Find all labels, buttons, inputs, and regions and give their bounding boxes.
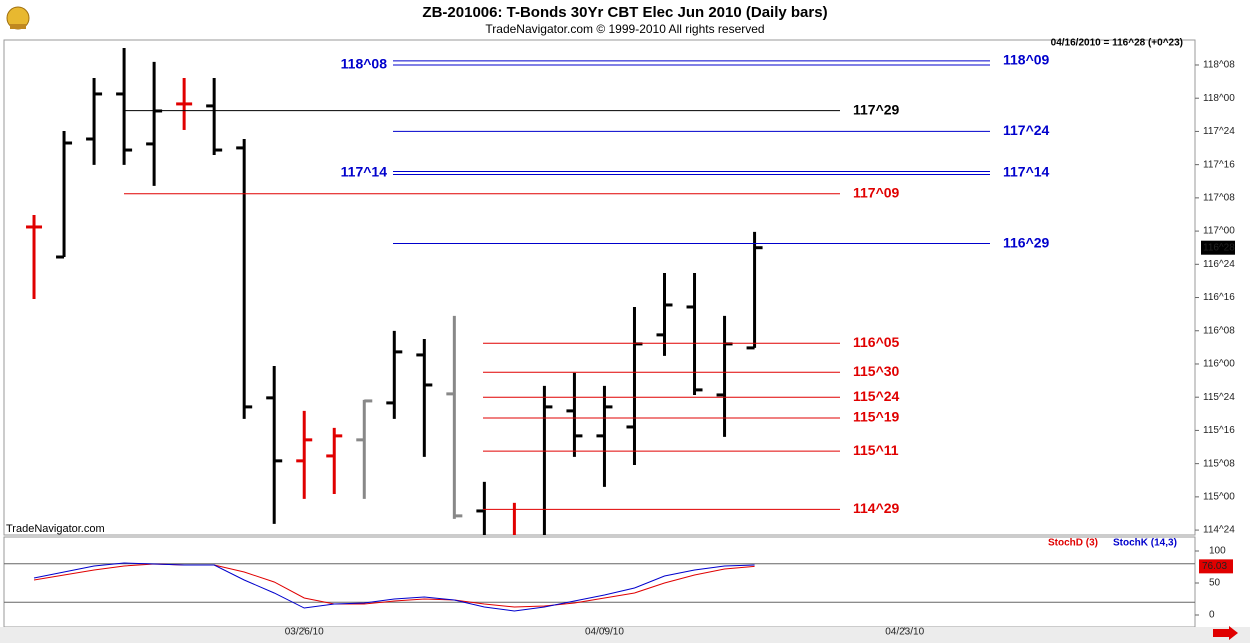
y-tick-label: 116^24 xyxy=(1203,259,1235,270)
level-label: 118^08 xyxy=(341,56,388,72)
chart-subtitle: TradeNavigator.com © 1999-2010 All right… xyxy=(485,22,764,36)
legend-label: StochK (14,3) xyxy=(1113,538,1177,549)
y-tick-label: 116^08 xyxy=(1203,325,1235,336)
logo xyxy=(6,6,30,30)
stoch-line xyxy=(33,562,755,612)
y-tick-label: 117^24 xyxy=(1203,126,1235,137)
level-label: 115^30 xyxy=(853,363,900,379)
last-price-label: 116^28 xyxy=(1203,242,1235,253)
x-tick-label: 04/23/10 xyxy=(885,627,924,638)
y-tick-label: 115^24 xyxy=(1203,392,1235,403)
stoch-plot xyxy=(4,562,1195,612)
level-label: 117^14 xyxy=(1003,164,1050,180)
chart-title: ZB-201006: T-Bonds 30Yr CBT Elec Jun 201… xyxy=(422,4,827,21)
date-axis xyxy=(0,627,1250,643)
level-label: 118^09 xyxy=(1003,52,1050,68)
level-label: 116^05 xyxy=(853,334,900,350)
level-label: 116^29 xyxy=(1003,234,1050,250)
level-label: 117^14 xyxy=(341,164,388,180)
last-price-box xyxy=(1201,240,1235,255)
y-tick-label: 0 xyxy=(1209,610,1215,621)
y-tick-label: 116^00 xyxy=(1203,359,1235,370)
level-label: 114^29 xyxy=(853,500,900,516)
y-tick-label: 100 xyxy=(1209,546,1226,557)
last-stoch-box xyxy=(1199,559,1233,574)
price-panel xyxy=(3,39,1196,536)
y-tick-label: 50 xyxy=(1209,578,1221,589)
level-label: 115^19 xyxy=(853,409,900,425)
watermark: TradeNavigator.com xyxy=(6,523,105,535)
y-tick-label: 115^16 xyxy=(1203,425,1235,436)
level-label: 117^09 xyxy=(853,184,900,200)
level-label: 117^24 xyxy=(1003,122,1050,138)
y-tick-label: 114^24 xyxy=(1203,525,1235,536)
x-tick-label: 04/09/10 xyxy=(585,627,624,638)
y-tick-label: 118^00 xyxy=(1203,93,1235,104)
y-tick-label: 116^16 xyxy=(1203,292,1235,303)
y-tick-label: 115^00 xyxy=(1203,492,1235,503)
legend-label: StochD (3) xyxy=(1048,538,1098,549)
level-label: 115^24 xyxy=(853,388,900,404)
y-tick-label: 117^08 xyxy=(1203,193,1235,204)
x-tick-label: 03/26/10 xyxy=(285,627,324,638)
y-tick-label: 118^08 xyxy=(1203,60,1235,71)
y-tick-label: 117^00 xyxy=(1203,226,1235,237)
scroll-arrow[interactable] xyxy=(1213,626,1238,640)
level-label: 115^11 xyxy=(853,442,899,458)
price-plot xyxy=(26,47,763,535)
level-label: 117^29 xyxy=(853,101,900,117)
y-tick-label: 115^08 xyxy=(1203,458,1235,469)
last-stoch-label: 76.03 xyxy=(1202,561,1227,572)
last-info: 04/16/2010 = 116^28 (+0^23) xyxy=(1051,38,1183,49)
y-tick-label: 117^16 xyxy=(1203,159,1235,170)
